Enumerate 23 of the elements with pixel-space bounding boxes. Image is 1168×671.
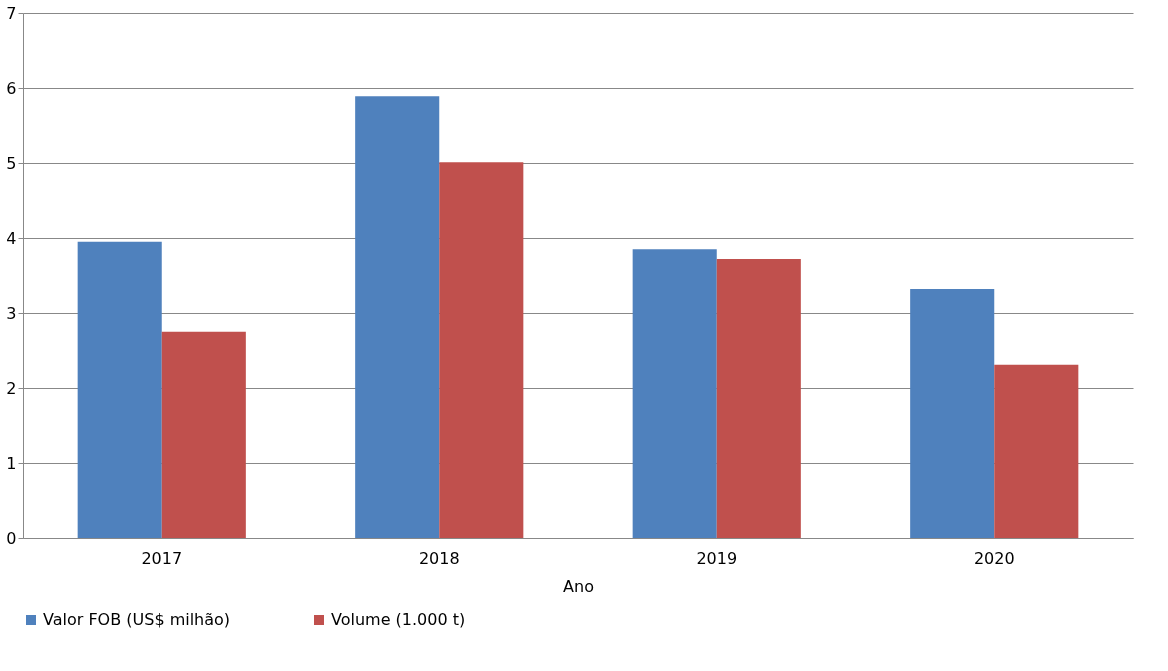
bar (439, 162, 524, 538)
x-tick-label: 2017 (141, 548, 183, 568)
y-tick-label: 6 (6, 78, 17, 98)
y-tick-label: 2 (6, 378, 17, 398)
y-tick-label: 5 (6, 153, 17, 173)
y-tick-label: 0 (6, 528, 17, 548)
x-axis-title: Ano (563, 576, 594, 596)
y-tick-label: 1 (6, 453, 17, 473)
x-tick-label: 2020 (973, 548, 1015, 568)
bar (161, 331, 246, 538)
bar (77, 241, 162, 538)
x-tick-label: 2018 (418, 548, 460, 568)
y-tick-label: 7 (6, 3, 17, 23)
bar (632, 249, 717, 538)
bar (716, 259, 801, 538)
bar (355, 96, 440, 538)
x-tick-label: 2019 (696, 548, 738, 568)
legend-label: Volume (1.000 t) (331, 610, 466, 629)
bar (910, 289, 995, 538)
y-tick-label: 4 (6, 228, 17, 248)
y-tick-label: 3 (6, 303, 17, 323)
legend-label: Valor FOB (US$ milhão) (43, 610, 231, 629)
bar (994, 364, 1079, 538)
